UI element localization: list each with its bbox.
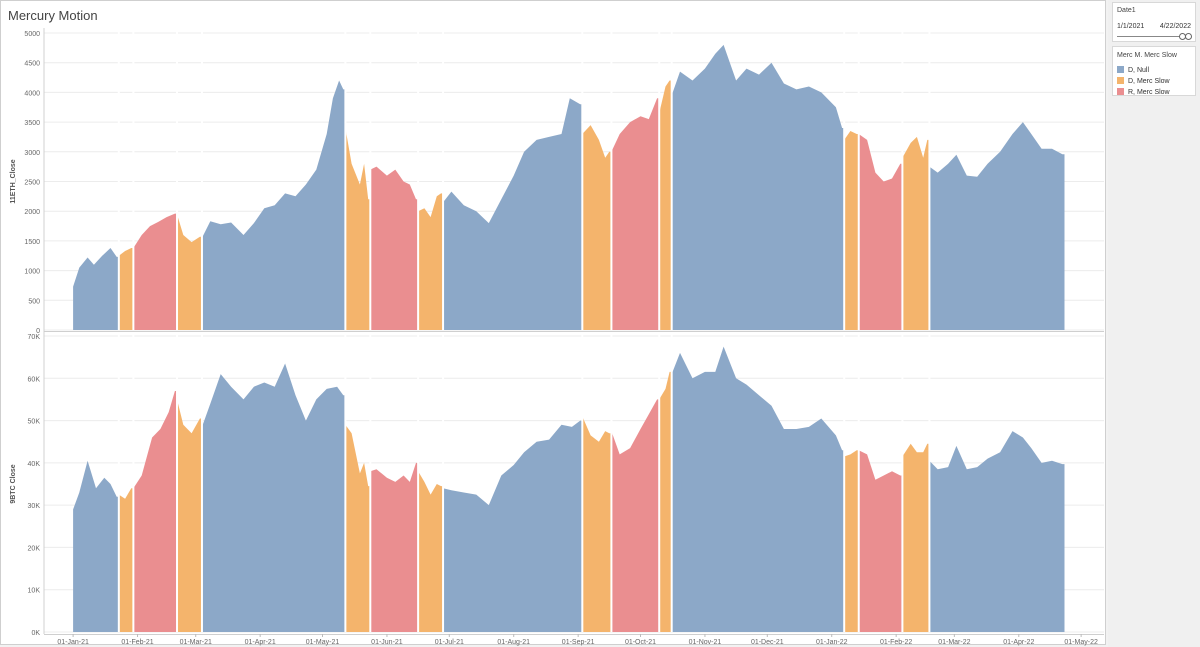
area-segment [345,128,371,330]
y-tick-label: 2000 [24,209,40,216]
legend-label: D, Null [1128,67,1150,74]
area-segment [443,420,583,632]
x-tick-label: 01-Jan-21 [57,639,89,646]
y-tick-label: 1000 [24,269,40,276]
x-tick-label: 01-Feb-21 [121,639,153,646]
y-tick-label: 60K [28,376,41,383]
area-segment [202,363,346,632]
x-tick-label: 01-Jun-21 [371,639,403,646]
area-segment [443,98,583,330]
area-segment [370,166,419,330]
dashboard-title: Mercury Motion [8,8,98,23]
x-tick-label: 01-Mar-22 [938,639,970,646]
legend-title: Merc M. Merc Slow [1117,52,1177,59]
area-segment [611,98,660,330]
legend-label: D, Merc Slow [1128,78,1170,85]
area-segment [844,450,859,632]
date-filter-start: 1/1/2021 [1117,23,1145,30]
y-tick-label: 50K [28,419,41,426]
y-tick-label: 70K [28,334,41,341]
area-segment [659,371,672,632]
legend-item[interactable]: D, Null [1117,66,1149,74]
x-tick-label: 01-Apr-21 [245,639,276,646]
area-segment [582,125,612,330]
y-tick-label: 0 [36,328,40,335]
area-segment [133,213,177,330]
area-segment [73,460,119,632]
legend-swatch [1117,77,1124,84]
x-tick-label: 01-Oct-21 [625,639,656,646]
area-segment [202,80,346,330]
area-segment [858,450,903,632]
area-segment [659,80,672,330]
area-segment [177,399,202,632]
area-segment [844,131,859,330]
x-tick-label: 01-Aug-21 [497,639,530,646]
area-segment [902,443,930,632]
x-tick-label: 01-Apr-22 [1003,639,1034,646]
y-tick-label: 3000 [24,150,40,157]
area-segment [671,346,845,632]
y-tick-label: 30K [28,503,41,510]
x-tick-label: 01-Jul-21 [435,639,464,646]
y-tick-label: 0K [31,630,40,637]
area-segment [118,488,134,632]
y-tick-label: 5000 [24,31,40,38]
x-tick-label: 01-Dec-21 [751,639,784,646]
x-tick-label: 01-Jan-22 [816,639,848,646]
area-segment [133,391,177,632]
area-segment [902,136,930,330]
area-segment [345,424,371,632]
date-filter[interactable]: Date1 1/1/2021 4/22/2022 [1112,2,1196,42]
y-tick-label: 4000 [24,90,40,97]
area-segment [671,44,845,331]
date-filter-title: Date1 [1117,7,1136,14]
area-segment [118,248,134,330]
legend-label: R, Merc Slow [1128,89,1170,96]
legend-item[interactable]: R, Merc Slow [1117,88,1170,96]
y-tick-label: 2500 [24,180,40,187]
mercury-motion-chart: 0 500 1000 1500 2000 2500 3000 3500 4000 4500 5000… [10,28,1104,646]
x-tick-label: 01-Mar-21 [180,639,212,646]
area-segment [582,416,612,632]
y-axis-label: 9BTC Close [10,464,17,503]
x-tick-label: 01-May-22 [1064,639,1098,646]
area-segment [611,399,660,632]
y-tick-label: 3500 [24,120,40,127]
area-segment [370,462,419,632]
date-filter-end: 4/22/2022 [1159,23,1191,30]
legend: Merc M. Merc Slow D, Null D, Merc Slow R… [1112,46,1196,96]
area-segment [418,193,444,330]
x-tick-label: 01-Feb-22 [880,639,912,646]
x-tick-label: 01-May-21 [306,639,340,646]
y-tick-label: 40K [28,461,41,468]
y-tick-label: 4500 [24,61,40,68]
area-segment [73,248,119,330]
area-segment [929,431,1065,632]
y-tick-label: 20K [28,545,41,552]
y-tick-label: 1500 [24,239,40,246]
legend-item[interactable]: D, Merc Slow [1117,77,1170,85]
x-tick-label: 01-Sep-21 [562,639,595,646]
y-axis-label: 11ETH_Close [10,159,17,203]
y-tick-label: 10K [28,588,41,595]
date-slider-handle-end[interactable] [1185,33,1192,40]
area-segment [177,214,202,330]
x-tick-label: 01-Nov-21 [689,639,722,646]
area-segment [858,134,903,330]
legend-swatch [1117,66,1124,73]
y-tick-label: 500 [28,298,40,305]
side-panel [1108,0,1200,647]
area-segment [929,122,1065,330]
area-segment [418,471,444,632]
legend-swatch [1117,88,1124,95]
date-slider-track[interactable] [1117,36,1189,37]
